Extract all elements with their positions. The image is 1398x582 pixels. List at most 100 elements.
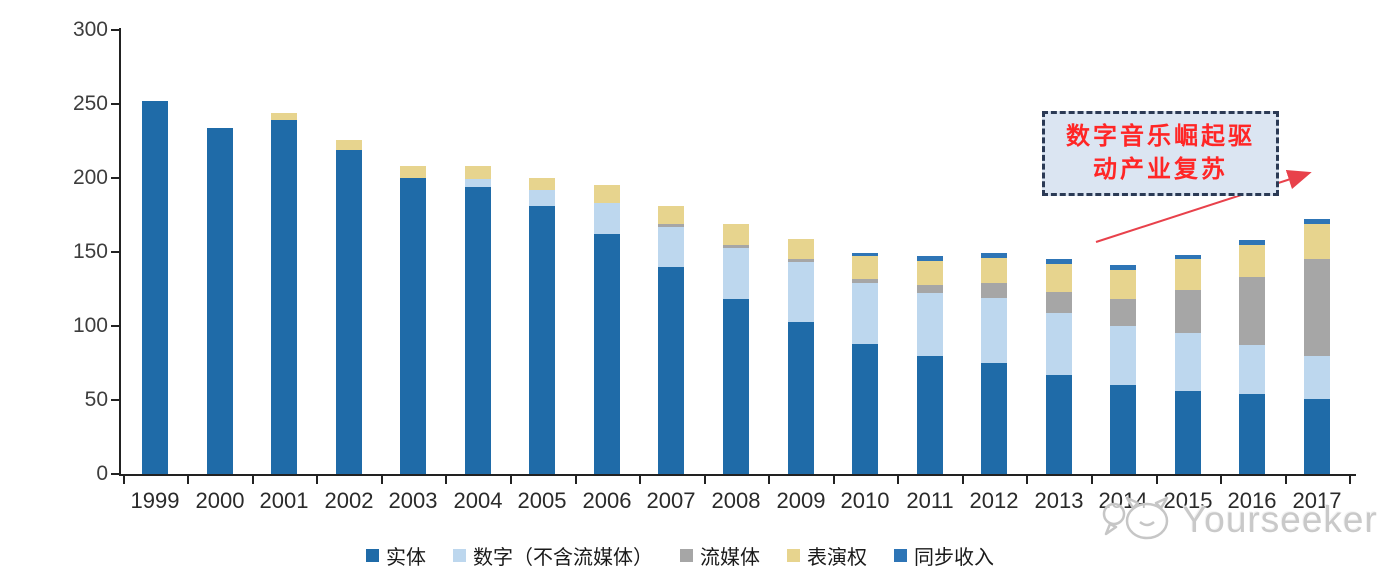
bar-segment-同步收入-2015	[1175, 255, 1201, 259]
watermark: Yourseeker	[1100, 494, 1378, 546]
bar-segment-表演权-2004	[465, 166, 491, 179]
bar-segment-实体-2015	[1175, 391, 1201, 474]
y-axis-tick	[111, 103, 119, 105]
bar-segment-数字（不含流媒体）-2016	[1239, 345, 1265, 394]
bar-segment-数字（不含流媒体）-2013	[1046, 313, 1072, 375]
bar-segment-数字（不含流媒体）-2007	[658, 227, 684, 267]
x-axis-tick	[380, 476, 383, 484]
y-axis-tick	[111, 325, 119, 327]
bar-segment-数字（不含流媒体）-2011	[917, 293, 943, 356]
watermark-text: Yourseeker	[1182, 499, 1378, 540]
bar-segment-表演权-2007	[658, 206, 684, 224]
x-axis-tick	[445, 476, 448, 484]
bar-segment-实体-2006	[594, 234, 620, 474]
bar-segment-数字（不含流媒体）-2006	[594, 203, 620, 234]
bar-segment-表演权-2013	[1046, 264, 1072, 292]
x-axis-tick	[961, 476, 964, 484]
x-axis-tick	[574, 476, 577, 484]
bar-segment-表演权-2016	[1239, 245, 1265, 277]
x-axis-label-2013: 2013	[1034, 488, 1084, 513]
bar-segment-表演权-2011	[917, 261, 943, 285]
legend-item-1: 数字（不含流媒体）	[453, 541, 653, 570]
x-axis-label-2004: 2004	[453, 488, 503, 513]
bar-segment-实体-2001	[271, 120, 297, 474]
bar-segment-表演权-2012	[981, 258, 1007, 283]
x-axis-label-2006: 2006	[582, 488, 632, 513]
bar-segment-流媒体-2013	[1046, 292, 1072, 313]
x-axis-label-2009: 2009	[776, 488, 826, 513]
x-axis-tick	[639, 476, 642, 484]
bar-segment-流媒体-2014	[1110, 299, 1136, 326]
x-axis-tick	[1155, 476, 1158, 484]
x-axis-tick	[703, 476, 706, 484]
bar-segment-数字（不含流媒体）-2012	[981, 298, 1007, 363]
x-axis-label-2003: 2003	[388, 488, 438, 513]
bar-segment-实体-2000	[207, 128, 233, 474]
x-axis-label-2012: 2012	[969, 488, 1019, 513]
bar-segment-表演权-2006	[594, 185, 620, 203]
x-axis-tick	[1090, 476, 1093, 484]
bar-segment-实体-2010	[852, 344, 878, 474]
y-axis-label: 300	[72, 18, 108, 41]
x-axis-label-2015: 2015	[1163, 488, 1213, 513]
x-axis-label-2007: 2007	[646, 488, 696, 513]
bar-segment-表演权-2010	[852, 256, 878, 279]
bar-segment-实体-2002	[336, 150, 362, 474]
bar-segment-实体-1999	[142, 101, 168, 474]
x-axis	[119, 474, 1356, 476]
bar-segment-实体-2004	[465, 187, 491, 474]
bar-segment-表演权-2002	[336, 140, 362, 150]
bar-segment-流媒体-2015	[1175, 290, 1201, 333]
x-axis-tick	[1026, 476, 1029, 484]
bar-segment-同步收入-2012	[981, 253, 1007, 258]
x-axis-label-2016: 2016	[1227, 488, 1277, 513]
bar-segment-数字（不含流媒体）-2014	[1110, 326, 1136, 385]
annotation-callout: 数字音乐崛起驱 动产业复苏	[1042, 111, 1279, 196]
bar-segment-同步收入-2014	[1110, 265, 1136, 270]
bar-segment-流媒体-2010	[852, 279, 878, 283]
y-axis-tick	[111, 177, 119, 179]
bar-segment-表演权-2005	[529, 178, 555, 190]
annotation-text-line2: 动产业复苏	[1093, 156, 1228, 183]
bar-segment-同步收入-2013	[1046, 259, 1072, 264]
legend-label: 同步收入	[914, 547, 994, 569]
x-axis-tick	[187, 476, 190, 484]
y-axis-label: 250	[72, 92, 108, 115]
legend-label: 流媒体	[700, 547, 760, 569]
bar-segment-同步收入-2017	[1304, 219, 1330, 224]
x-axis-tick	[1220, 476, 1223, 484]
legend-label: 表演权	[807, 547, 867, 569]
bar-segment-数字（不含流媒体）-2009	[788, 262, 814, 322]
legend-item-4: 同步收入	[894, 541, 994, 570]
legend-swatch-icon	[680, 549, 693, 562]
bar-segment-实体-2009	[788, 322, 814, 474]
x-axis-label-2005: 2005	[517, 488, 567, 513]
y-axis-label: 100	[72, 314, 108, 337]
x-axis-label-2010: 2010	[840, 488, 890, 513]
y-axis-label: 0	[96, 462, 108, 485]
x-axis-tick	[1284, 476, 1287, 484]
bar-segment-实体-2011	[917, 356, 943, 474]
x-axis-label-2011: 2011	[906, 488, 954, 513]
bar-segment-流媒体-2017	[1304, 259, 1330, 356]
bar-segment-实体-2014	[1110, 385, 1136, 474]
legend-swatch-icon	[787, 549, 800, 562]
bar-segment-同步收入-2016	[1239, 240, 1265, 245]
bar-segment-流媒体-2009	[788, 259, 814, 262]
x-axis-label-2008: 2008	[711, 488, 761, 513]
bar-segment-流媒体-2008	[723, 245, 749, 248]
annotation-text-line1: 数字音乐崛起驱	[1066, 124, 1255, 151]
x-axis-label-2000: 2000	[195, 488, 245, 513]
bar-segment-流媒体-2011	[917, 285, 943, 293]
legend-swatch-icon	[894, 549, 907, 562]
legend-label: 实体	[386, 547, 426, 569]
x-axis-label-2001: 2001	[259, 488, 309, 513]
bar-segment-表演权-2017	[1304, 224, 1330, 259]
y-axis-tick	[111, 251, 119, 253]
bar-segment-数字（不含流媒体）-2008	[723, 248, 749, 299]
bar-segment-实体-2016	[1239, 394, 1265, 474]
x-axis-tick	[768, 476, 771, 484]
bar-segment-数字（不含流媒体）-2004	[465, 179, 491, 187]
bar-segment-数字（不含流媒体）-2005	[529, 190, 555, 206]
